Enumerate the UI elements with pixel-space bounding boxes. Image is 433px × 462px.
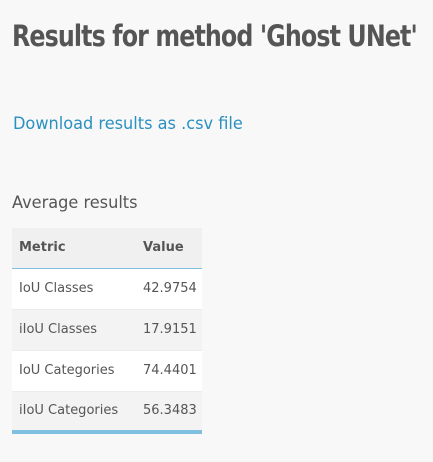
column-header-value: Value: [136, 228, 202, 269]
table-row: iIoU Classes 17.9151: [12, 308, 202, 350]
page-title: Results for method 'Ghost UNet': [12, 19, 418, 53]
average-results-table: Metric Value IoU Classes 42.9754 iIoU Cl…: [12, 228, 202, 434]
metric-cell: IoU Categories: [12, 349, 136, 391]
metric-cell: iIoU Classes: [12, 308, 136, 350]
value-cell: 17.9151: [136, 308, 202, 350]
metric-cell: iIoU Categories: [12, 390, 136, 434]
value-cell: 74.4401: [136, 349, 202, 391]
table-row: IoU Categories 74.4401: [12, 349, 202, 391]
average-results-heading: Average results: [12, 193, 138, 213]
column-header-metric: Metric: [12, 228, 136, 269]
value-cell: 56.3483: [136, 390, 202, 434]
table-row: iIoU Categories 56.3483: [12, 390, 202, 434]
download-csv-link[interactable]: Download results as .csv file: [13, 114, 243, 134]
metric-cell: IoU Classes: [12, 267, 136, 309]
value-cell: 42.9754: [136, 267, 202, 309]
table-header-row: Metric Value: [12, 228, 202, 269]
table-row: IoU Classes 42.9754: [12, 267, 202, 309]
